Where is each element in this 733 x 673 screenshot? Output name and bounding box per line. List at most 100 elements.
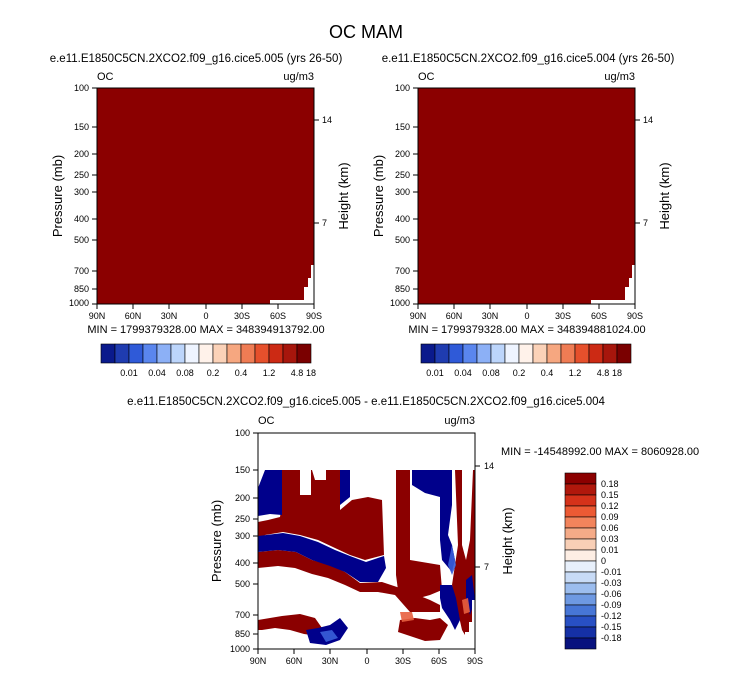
y-tick-label: 700 bbox=[395, 266, 410, 276]
colorbar-label: -0.01 bbox=[601, 567, 622, 577]
y-tick-label: 100 bbox=[74, 83, 89, 93]
x-tick-label: 30S bbox=[555, 311, 571, 321]
colorbar-label: -0.06 bbox=[601, 589, 622, 599]
colorbar-swatch bbox=[254, 343, 270, 364]
y-tick-label: 850 bbox=[235, 629, 250, 639]
colorbar-swatch bbox=[490, 343, 506, 364]
y-tick-label: 1000 bbox=[69, 298, 89, 308]
colorbar-swatches bbox=[420, 343, 632, 364]
x-tick-label: 30S bbox=[395, 656, 411, 666]
x-tick-label: 90N bbox=[89, 311, 106, 321]
y2-tick-label: 7 bbox=[484, 562, 489, 572]
colorbar-swatch bbox=[226, 343, 242, 364]
x-tick-label: 60N bbox=[446, 311, 463, 321]
colorbar-label: -0.09 bbox=[601, 600, 622, 610]
y-tick-label: 200 bbox=[235, 493, 250, 503]
y-axis-label: Pressure (mb) bbox=[209, 500, 224, 582]
y-axis-left: 100 150 200 250 300 400 500 700 850 1000 bbox=[230, 428, 258, 654]
colorbar-label: 0.04 bbox=[454, 368, 472, 378]
x-axis: 90N 60N 30N 0 30S 60S 90S bbox=[410, 304, 643, 321]
panel-units: ug/m3 bbox=[444, 415, 475, 427]
y-axis-right: 14 7 bbox=[314, 115, 332, 228]
y2-tick-label: 7 bbox=[322, 218, 327, 228]
y-tick-label: 200 bbox=[395, 149, 410, 159]
y2-tick-label: 14 bbox=[643, 115, 653, 125]
panel-title: e.e11.E1850C5CN.2XCO2.f09_g16.cice5.005 … bbox=[50, 53, 343, 65]
panel-units: ug/m3 bbox=[604, 71, 635, 83]
colorbar-label: -0.15 bbox=[601, 622, 622, 632]
colorbar-swatch bbox=[546, 343, 562, 364]
colorbar-swatch bbox=[564, 604, 597, 617]
y2-axis-label: Height (km) bbox=[500, 507, 515, 574]
colorbar-label: 0.04 bbox=[148, 368, 166, 378]
y-tick-label: 300 bbox=[395, 187, 410, 197]
colorbar-swatch bbox=[564, 505, 597, 518]
colorbar-swatch bbox=[156, 343, 172, 364]
y-tick-label: 400 bbox=[235, 558, 250, 568]
y-tick-label: 100 bbox=[395, 83, 410, 93]
colorbar-label: 4.8 bbox=[291, 368, 304, 378]
colorbar-swatch bbox=[564, 593, 597, 606]
panel-top-right: e.e11.E1850C5CN.2XCO2.f09_g16.cice5.004 … bbox=[371, 53, 674, 378]
y-tick-label: 400 bbox=[74, 214, 89, 224]
colorbar-swatch bbox=[564, 527, 597, 540]
colorbar-label: 0.2 bbox=[513, 368, 526, 378]
colorbar-swatch bbox=[564, 516, 597, 529]
panel-units: ug/m3 bbox=[283, 71, 314, 83]
y-tick-label: 300 bbox=[235, 531, 250, 541]
colorbar-swatch bbox=[476, 343, 492, 364]
y-tick-label: 850 bbox=[395, 284, 410, 294]
colorbar-label: 1.2 bbox=[569, 368, 582, 378]
colorbar-swatch bbox=[282, 343, 298, 364]
y-tick-label: 200 bbox=[74, 149, 89, 159]
colorbar-swatch bbox=[574, 343, 590, 364]
colorbar-label: 0.08 bbox=[482, 368, 500, 378]
y-tick-label: 700 bbox=[235, 610, 250, 620]
y-tick-label: 300 bbox=[74, 187, 89, 197]
min-max-text: MIN = -14548992.00 MAX = 8060928.00 bbox=[501, 446, 699, 458]
y-tick-label: 700 bbox=[74, 266, 89, 276]
colorbar-swatch bbox=[518, 343, 534, 364]
colorbar-swatch bbox=[100, 343, 116, 364]
x-tick-label: 90S bbox=[306, 311, 322, 321]
colorbar-label: 0.01 bbox=[120, 368, 138, 378]
min-max-text: MIN = 1799379328.00 MAX = 348394913792.0… bbox=[87, 324, 324, 336]
contour-fill bbox=[418, 88, 635, 304]
y-tick-label: 1000 bbox=[230, 644, 250, 654]
colorbar-label: 18 bbox=[306, 368, 316, 378]
y-tick-label: 400 bbox=[395, 214, 410, 224]
y-axis-left: 100 150 200 250 300 400 500 700 850 1000 bbox=[390, 83, 418, 308]
contour-fill bbox=[97, 88, 314, 304]
y-tick-label: 250 bbox=[395, 170, 410, 180]
below-surface-mask bbox=[591, 265, 635, 304]
colorbar-swatch bbox=[564, 637, 597, 650]
y-tick-label: 250 bbox=[74, 170, 89, 180]
colorbar-label: 0.2 bbox=[207, 368, 220, 378]
y-tick-label: 500 bbox=[235, 579, 250, 589]
y2-tick-label: 7 bbox=[643, 218, 648, 228]
y2-tick-label: 14 bbox=[322, 115, 332, 125]
y-tick-label: 150 bbox=[395, 122, 410, 132]
colorbar-swatch bbox=[588, 343, 604, 364]
x-tick-label: 60N bbox=[286, 656, 303, 666]
panel-title: e.e11.E1850C5CN.2XCO2.f09_g16.cice5.004 … bbox=[382, 53, 675, 65]
colorbar-label: 1.2 bbox=[263, 368, 276, 378]
y-axis-label: Pressure (mb) bbox=[50, 155, 65, 237]
y-tick-label: 500 bbox=[74, 235, 89, 245]
colorbar-label: -0.18 bbox=[601, 633, 622, 643]
y-tick-label: 250 bbox=[235, 514, 250, 524]
y-tick-label: 850 bbox=[74, 284, 89, 294]
y-tick-label: 150 bbox=[74, 122, 89, 132]
colorbar-swatch bbox=[560, 343, 576, 364]
panel-difference: e.e11.E1850C5CN.2XCO2.f09_g16.cice5.005 … bbox=[127, 396, 699, 666]
colorbar-swatch bbox=[564, 549, 597, 562]
colorbar-swatch bbox=[114, 343, 130, 364]
colorbar-label: -0.12 bbox=[601, 611, 622, 621]
x-tick-label: 90N bbox=[250, 656, 267, 666]
x-tick-label: 60S bbox=[270, 311, 286, 321]
colorbar-swatch bbox=[128, 343, 144, 364]
x-tick-label: 90S bbox=[467, 656, 483, 666]
y-axis-right: 14 7 bbox=[635, 115, 653, 228]
panel-left-label: OC bbox=[418, 71, 435, 83]
colorbar-swatch bbox=[184, 343, 200, 364]
